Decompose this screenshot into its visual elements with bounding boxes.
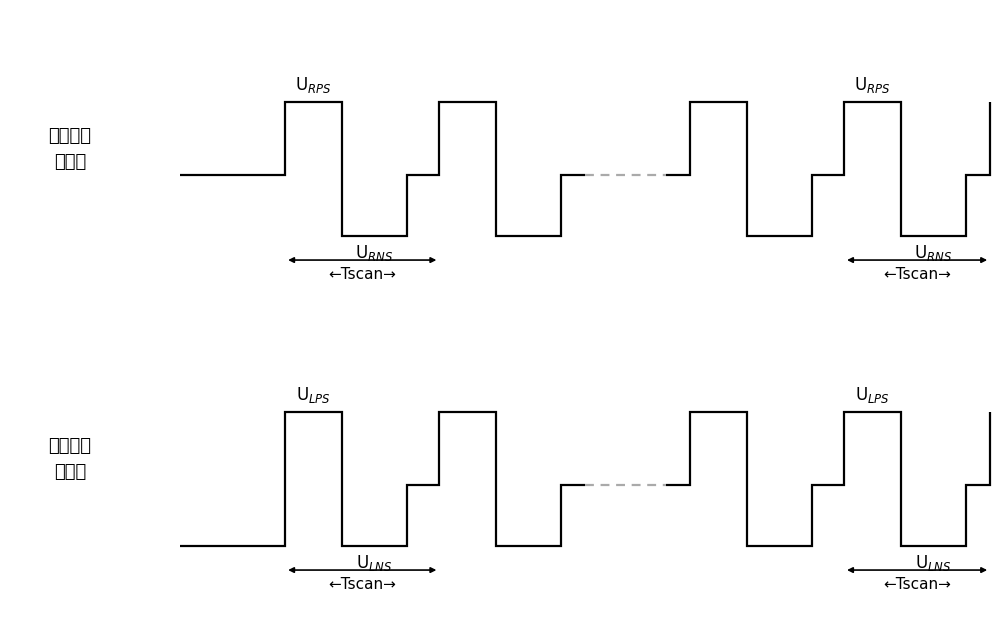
Text: ←Tscan→: ←Tscan→: [883, 577, 951, 592]
Text: ←Tscan→: ←Tscan→: [883, 267, 951, 282]
Text: U$_{RPS}$: U$_{RPS}$: [295, 75, 332, 95]
Text: 列驱动脉
冲波形: 列驱动脉 冲波形: [48, 436, 92, 481]
Text: ←Tscan→: ←Tscan→: [328, 577, 396, 592]
Text: ←Tscan→: ←Tscan→: [328, 267, 396, 282]
Text: U$_{LNS}$: U$_{LNS}$: [915, 553, 952, 573]
Text: U$_{LPS}$: U$_{LPS}$: [296, 385, 331, 405]
Text: U$_{RPS}$: U$_{RPS}$: [854, 75, 891, 95]
Text: U$_{RNS}$: U$_{RNS}$: [355, 243, 393, 263]
Text: U$_{LPS}$: U$_{LPS}$: [855, 385, 890, 405]
Text: U$_{LNS}$: U$_{LNS}$: [356, 553, 393, 573]
Text: U$_{RNS}$: U$_{RNS}$: [914, 243, 952, 263]
Text: 行驱动脉
冲波形: 行驱动脉 冲波形: [48, 126, 92, 171]
